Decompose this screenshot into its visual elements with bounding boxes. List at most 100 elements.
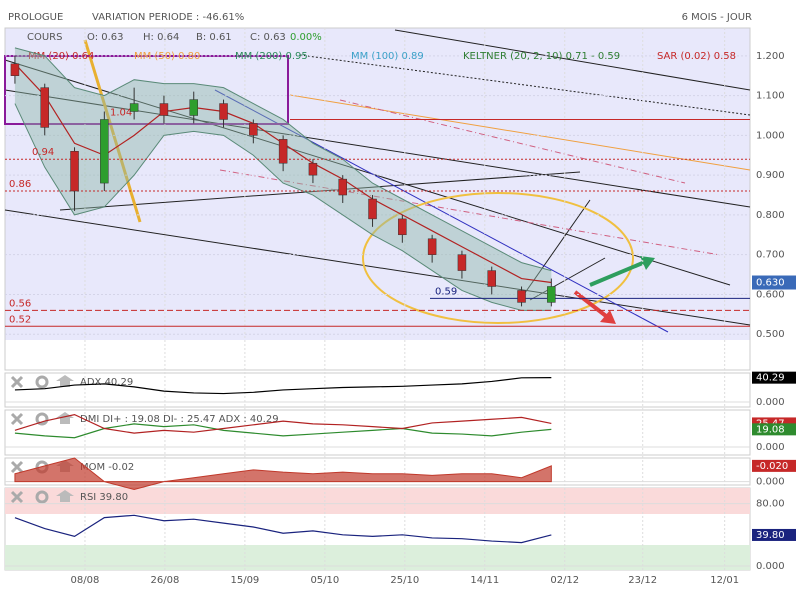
y-tick-label: 0.000 — [756, 477, 785, 488]
ellipse-drawing — [362, 192, 634, 324]
candle-body — [398, 218, 407, 236]
trend-line — [394, 29, 751, 91]
candle-body — [219, 103, 228, 120]
y-tick-label: 0.000 — [756, 397, 785, 408]
legend-item: MM (20) 0.64 — [28, 51, 94, 62]
x-tick-label: 12/01 — [710, 575, 739, 586]
candle-body — [100, 119, 109, 184]
close-icon — [10, 412, 24, 426]
candle-body — [159, 103, 169, 116]
y-tick-label: 0.900 — [756, 170, 785, 181]
y-tick-label: 1.000 — [756, 130, 785, 141]
y-tick-label: 1.200 — [756, 51, 785, 62]
legend-item: MM (100) 0.89 — [351, 51, 424, 62]
legend-item: C: 0.63 — [250, 32, 286, 43]
x-tick-label: 25/10 — [390, 575, 419, 586]
candle-body — [517, 290, 526, 303]
trend-line — [83, 39, 142, 223]
legend-item: MM (50) 0.80 — [134, 51, 200, 62]
candle-body — [427, 238, 437, 255]
value-tag-label: 40.29 — [756, 373, 785, 384]
indicator-line — [14, 514, 552, 544]
move-icon — [56, 412, 74, 424]
price-tag-label: 0.630 — [756, 278, 785, 289]
value-tag — [752, 528, 796, 541]
band-area — [14, 47, 552, 311]
legend-item: SAR (0.02) 0.58 — [657, 51, 736, 62]
candle-body — [10, 63, 20, 76]
indicator-line — [14, 413, 552, 434]
x-tick-label: 26/08 — [151, 575, 180, 586]
level-label: 1.04 — [110, 107, 132, 118]
value-tag — [752, 371, 796, 384]
value-tag-label: -0.020 — [756, 461, 788, 472]
arrow-head — [600, 310, 616, 324]
legend-item: KELTNER (20, 2, 10) 0.71 - 0.59 — [463, 51, 620, 62]
candle-body — [129, 103, 139, 112]
period: 6 MOIS - JOUR — [682, 12, 752, 23]
arrow-head — [640, 256, 655, 270]
main-frame — [4, 27, 751, 371]
band-upper — [14, 47, 552, 272]
settings-icon — [35, 490, 49, 504]
ma-line — [289, 94, 751, 171]
legend-item: COURS — [27, 32, 62, 43]
move-icon — [56, 490, 74, 502]
panel-frame — [4, 372, 751, 408]
legend-item: H: 0.64 — [143, 32, 179, 43]
candle-body — [189, 99, 198, 116]
candle-body — [368, 198, 377, 220]
x-tick-label: 08/08 — [71, 575, 100, 586]
candle-body — [547, 286, 556, 303]
band-lower — [14, 103, 552, 311]
value-tag-label: 39.80 — [756, 530, 785, 541]
legend-item: MM (200) 0.95 — [235, 51, 308, 62]
y-tick-label: 0.600 — [756, 289, 785, 300]
y-tick-label: 0.000 — [756, 561, 785, 572]
close-icon — [10, 375, 24, 389]
value-tag — [752, 459, 796, 472]
indicator-line — [14, 377, 552, 395]
y-tick-label: 0.700 — [756, 250, 785, 261]
candle-body — [487, 270, 496, 287]
y-tick-label: 0.800 — [756, 210, 785, 221]
x-tick-label: 15/09 — [230, 575, 259, 586]
y-tick-label: 0.000 — [756, 442, 785, 453]
legend-item: 0.00% — [290, 32, 322, 43]
value-tag — [752, 423, 796, 436]
x-tick-label: 14/11 — [470, 575, 499, 586]
close-icon — [10, 460, 24, 474]
candle-body — [278, 139, 288, 164]
arrow-up — [589, 260, 646, 287]
variation: VARIATION PERIODE : -46.61% — [92, 12, 244, 23]
price-tag — [752, 275, 796, 290]
ma-line — [339, 99, 686, 184]
level-label: 0.86 — [9, 179, 31, 190]
trend-line — [59, 171, 581, 211]
overbought-zone — [5, 488, 750, 514]
settings-icon — [35, 412, 49, 426]
level-label: 0.52 — [9, 314, 31, 325]
drawings — [4, 29, 751, 333]
x-tick-label: 02/12 — [550, 575, 579, 586]
arrow-down — [573, 290, 608, 318]
close-icon — [10, 490, 24, 504]
trend-line — [4, 59, 731, 286]
value-tag-label: 19.08 — [756, 424, 785, 435]
candle-body — [457, 254, 467, 271]
level-label: 0.59 — [435, 286, 457, 297]
indicator-area — [14, 457, 552, 491]
level-label: 0.94 — [32, 147, 54, 158]
y-tick-label: 0.500 — [756, 329, 785, 340]
panel-title: MOM -0.02 — [80, 462, 134, 473]
trend-line — [4, 209, 751, 326]
settings-icon — [35, 375, 49, 389]
panel-title: DMI DI+ : 19.08 DI- : 25.47 ADX : 40.29 — [80, 414, 279, 425]
x-tick-label: 05/10 — [310, 575, 339, 586]
candle-body — [338, 178, 347, 196]
trend-line — [519, 199, 591, 301]
panel-title: RSI 39.80 — [80, 492, 128, 503]
trend-line — [529, 257, 606, 301]
level-label: 0.56 — [9, 298, 31, 309]
